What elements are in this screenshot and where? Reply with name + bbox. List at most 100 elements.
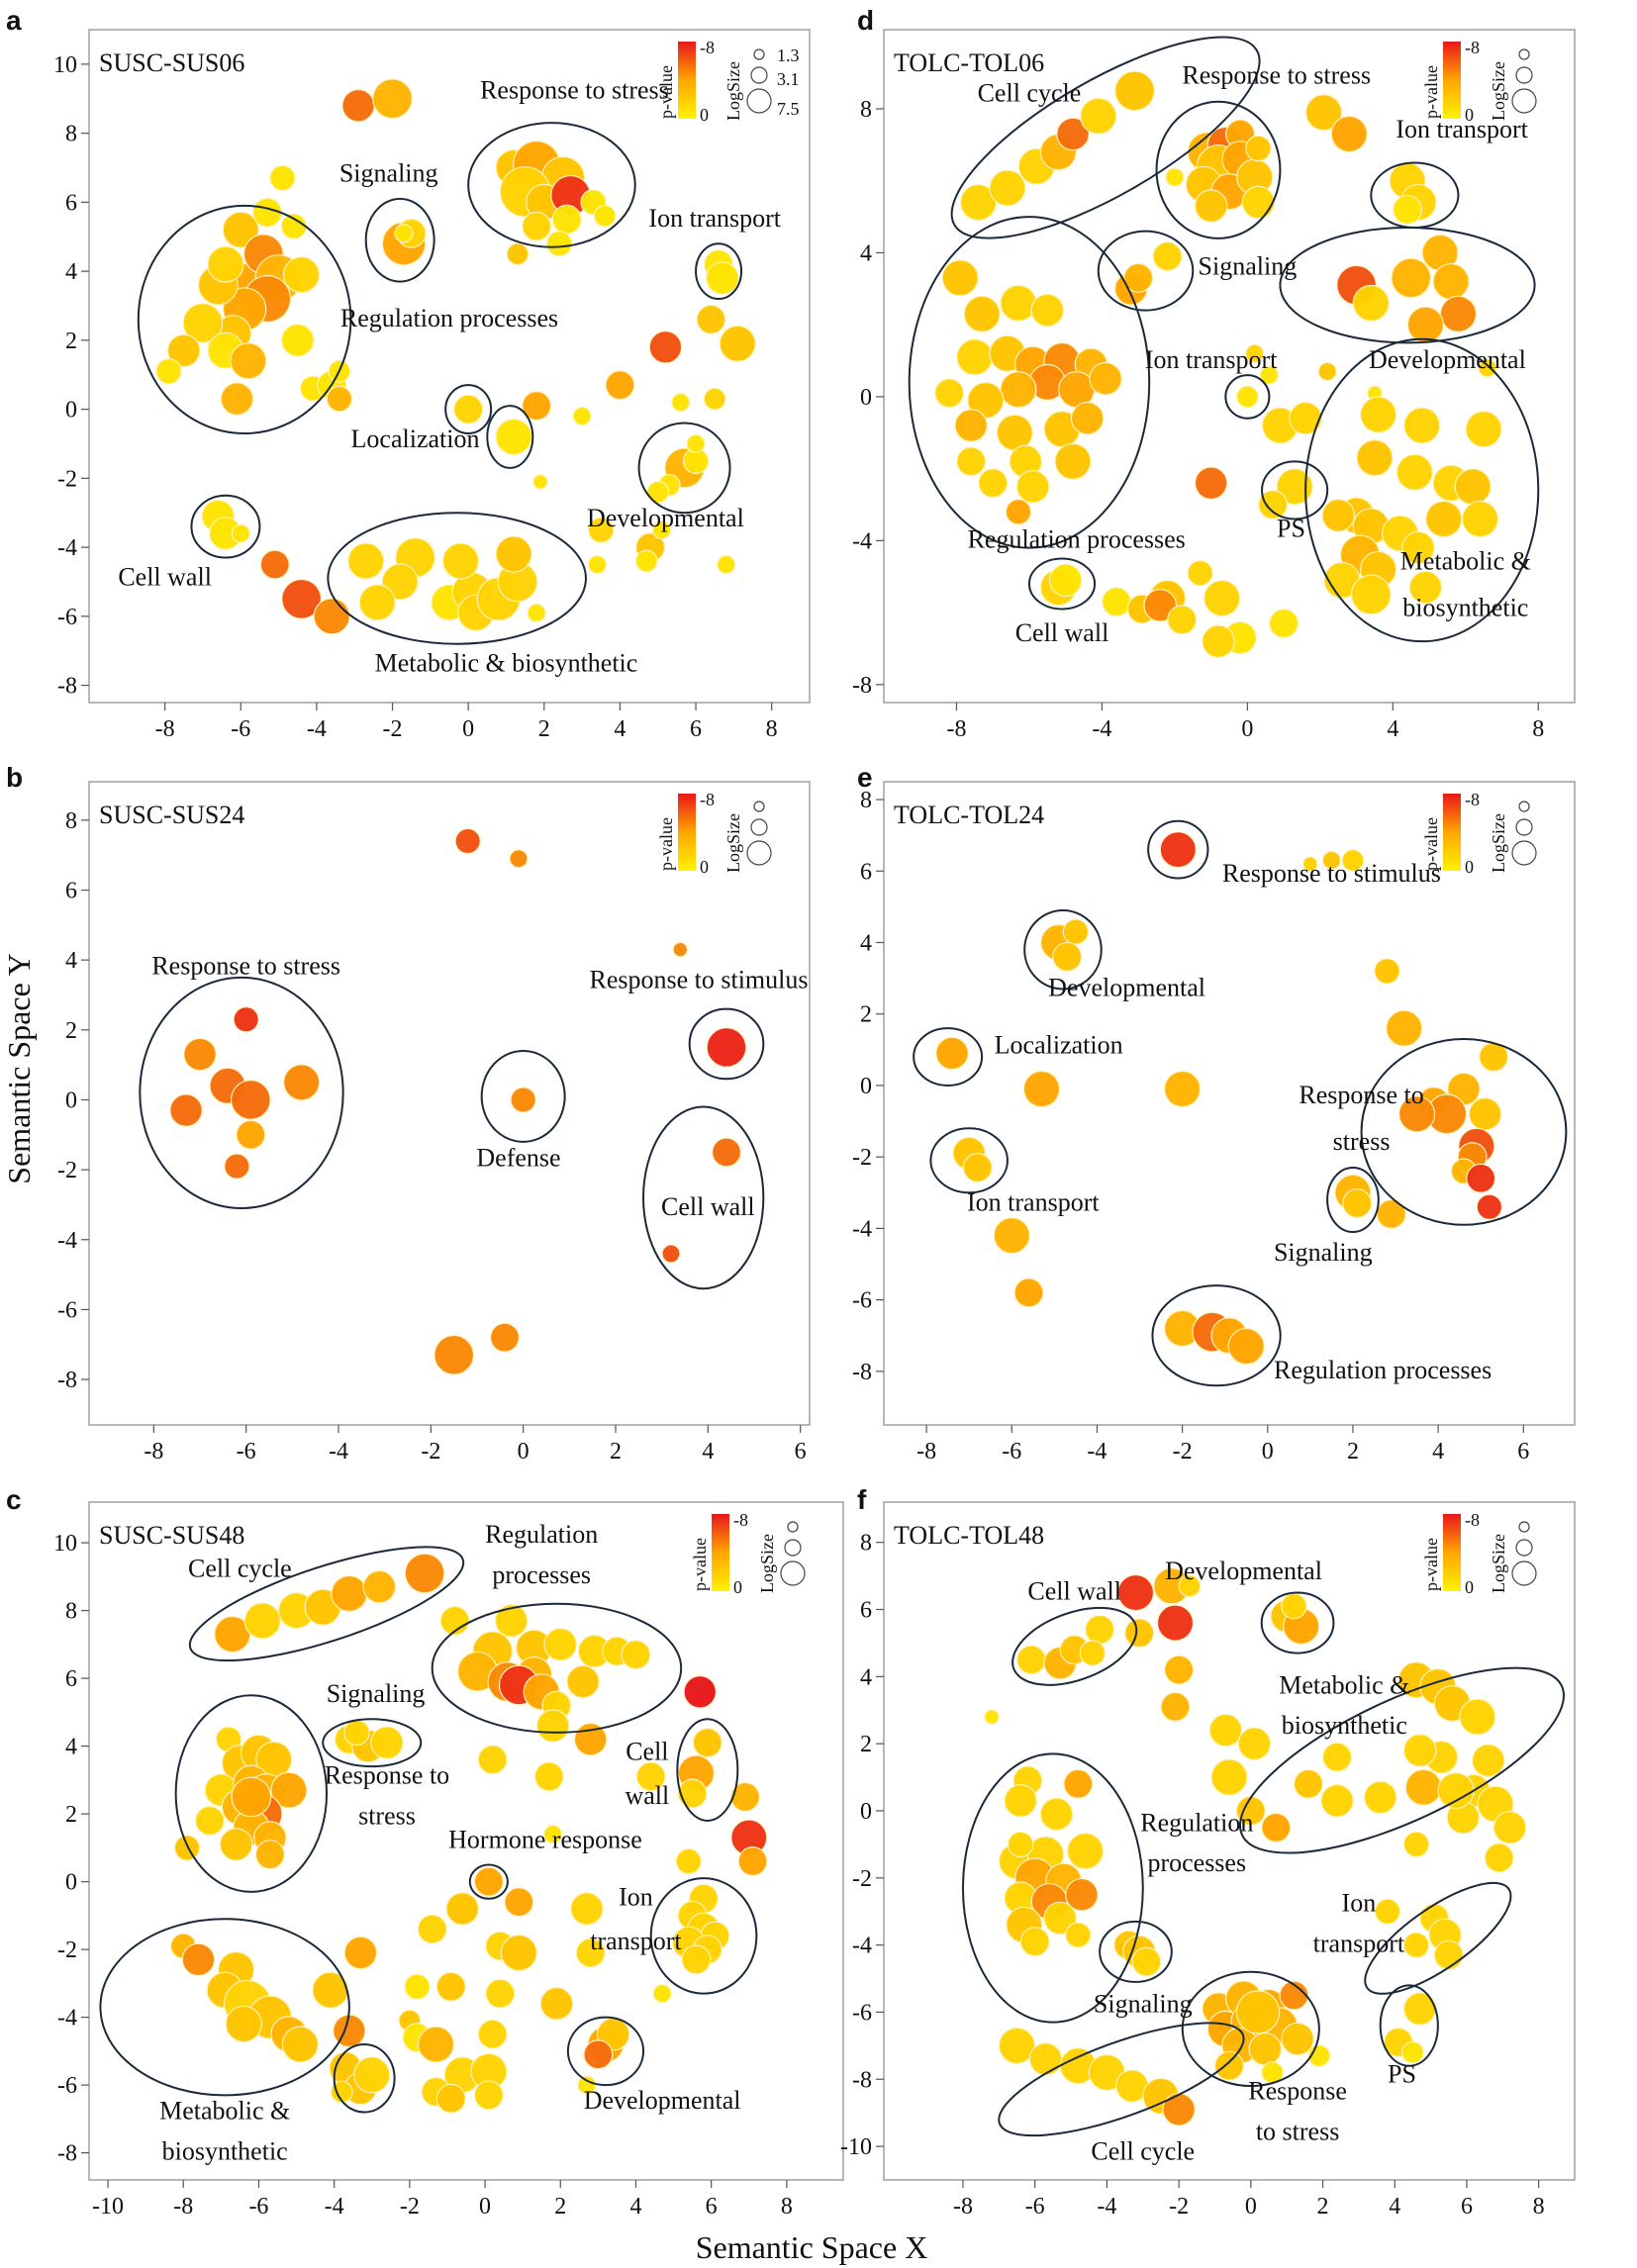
pvalue-label: p-value — [656, 65, 676, 119]
cluster-label: transport — [1313, 1929, 1405, 1957]
logsize-circle — [753, 801, 765, 812]
data-point — [1393, 194, 1423, 225]
pvalue-label: p-value — [1421, 65, 1441, 119]
panel-d: d TOLC-TOL06 -8 -4 0 4 8 -8 -4 0 4 8 Cell cycle Respo… — [852, 5, 1576, 742]
data-point — [1065, 1877, 1099, 1912]
data-point — [1401, 530, 1435, 565]
panel-title: TOLC-TOL48 — [894, 1521, 1044, 1550]
cluster-label: Ion — [1342, 1889, 1377, 1918]
panel-title: TOLC-TOL24 — [894, 801, 1044, 829]
data-point — [1376, 1198, 1406, 1229]
data-point — [737, 1846, 768, 1877]
data-point — [494, 1604, 529, 1638]
legend: p-value -8 0 LogSize — [1421, 38, 1537, 125]
y-tick-label: 4 — [860, 931, 872, 957]
data-point — [683, 1675, 718, 1709]
legend: p-value -8 0 LogSize — [656, 790, 772, 877]
x-tick-label: 0 — [479, 2194, 491, 2220]
data-point — [532, 474, 548, 490]
cluster-label: Response to stress — [480, 76, 669, 105]
pvalue-max: -8 — [700, 38, 715, 57]
cluster-label: Cell wall — [1027, 1576, 1121, 1605]
logsize-circle — [746, 840, 772, 866]
data-point — [1374, 958, 1400, 985]
data-point — [506, 242, 530, 266]
y-tick-label: 8 — [860, 1531, 872, 1557]
logsize-label: LogSize — [1489, 1534, 1508, 1593]
data-point — [706, 261, 739, 295]
data-point — [252, 197, 283, 228]
data-point — [1000, 371, 1037, 409]
data-point — [1391, 257, 1432, 299]
data-point — [717, 554, 736, 575]
logsize-circle — [1515, 1539, 1533, 1557]
x-axis-label: Semantic Space X — [696, 2229, 928, 2265]
data-point — [1493, 1811, 1527, 1844]
data-point — [1322, 1742, 1353, 1772]
data-point — [566, 1664, 600, 1699]
cluster-label: PS — [1277, 515, 1305, 543]
data-point — [1402, 1734, 1437, 1767]
data-point — [703, 387, 726, 411]
data-point — [1162, 2092, 1196, 2126]
points-group — [155, 78, 756, 635]
y-axis-label: Semantic Space Y — [1, 953, 37, 1183]
x-tick-label: -4 — [1092, 716, 1111, 742]
logsize-circle — [780, 1560, 806, 1586]
data-point — [934, 378, 965, 409]
panel-title: SUSC-SUS24 — [99, 801, 244, 829]
data-point — [1241, 185, 1276, 220]
cluster-outline — [137, 204, 352, 434]
y-tick-label: 10 — [53, 1531, 77, 1557]
cluster-label: Signaling — [1274, 1238, 1373, 1267]
x-tick-label: 2 — [1317, 2194, 1329, 2220]
data-point — [404, 1973, 431, 2000]
data-point — [1259, 365, 1280, 385]
panel-letter: d — [857, 5, 874, 36]
logsize-circle — [787, 1521, 799, 1533]
y-tick-label: -4 — [57, 1228, 77, 1254]
y-tick-label: 6 — [65, 190, 77, 216]
data-point — [1245, 135, 1272, 162]
logsize-circle — [1515, 818, 1533, 836]
panel-f: f TOLC-TOL48 -8 -6 -4 -2 0 2 4 6 8 -10 -8 -6 -4 -2 0 2 4 6 8… — [840, 1484, 1576, 2220]
cluster-label: processes — [492, 1560, 591, 1589]
data-point — [510, 1087, 536, 1113]
y-tick-label: 8 — [65, 808, 77, 834]
data-point — [1281, 1592, 1307, 1620]
x-tick-label: -4 — [1097, 2194, 1116, 2220]
legend: p-value -8 0 LogSize — [690, 1510, 806, 1597]
pvalue-max: -8 — [700, 790, 715, 809]
data-point — [224, 1153, 250, 1180]
data-point — [651, 520, 672, 540]
data-point — [1397, 1095, 1436, 1133]
data-point — [1276, 468, 1313, 506]
y-tick-label: -8 — [852, 2067, 872, 2093]
data-point — [1465, 411, 1502, 448]
cluster-outline — [961, 1752, 1144, 2024]
y-tick-label: -4 — [852, 528, 872, 554]
data-point — [1102, 587, 1132, 617]
panel-title: TOLC-TOL06 — [894, 48, 1044, 77]
cluster-label: stress — [358, 1801, 416, 1830]
data-point — [1468, 1097, 1502, 1131]
data-point — [634, 549, 658, 573]
data-point — [283, 1064, 321, 1101]
data-point — [1178, 1574, 1202, 1598]
data-point — [522, 391, 552, 422]
cluster-label: Regulation processes — [340, 304, 558, 332]
data-point — [1030, 293, 1065, 328]
y-tick-label: 0 — [860, 385, 872, 411]
data-point — [220, 382, 254, 416]
cluster-label: to stress — [1256, 2117, 1340, 2145]
cluster-outline — [486, 405, 534, 469]
data-point — [1317, 361, 1337, 382]
y-tick-label: -6 — [852, 2000, 872, 2026]
data-point — [1402, 1992, 1437, 2026]
panel-letter: c — [6, 1484, 22, 1515]
data-point — [1164, 1654, 1195, 1685]
data-point — [1281, 2022, 1314, 2056]
x-tick-label: -6 — [248, 2194, 268, 2220]
data-point — [543, 1825, 563, 1844]
data-point — [1143, 589, 1178, 622]
